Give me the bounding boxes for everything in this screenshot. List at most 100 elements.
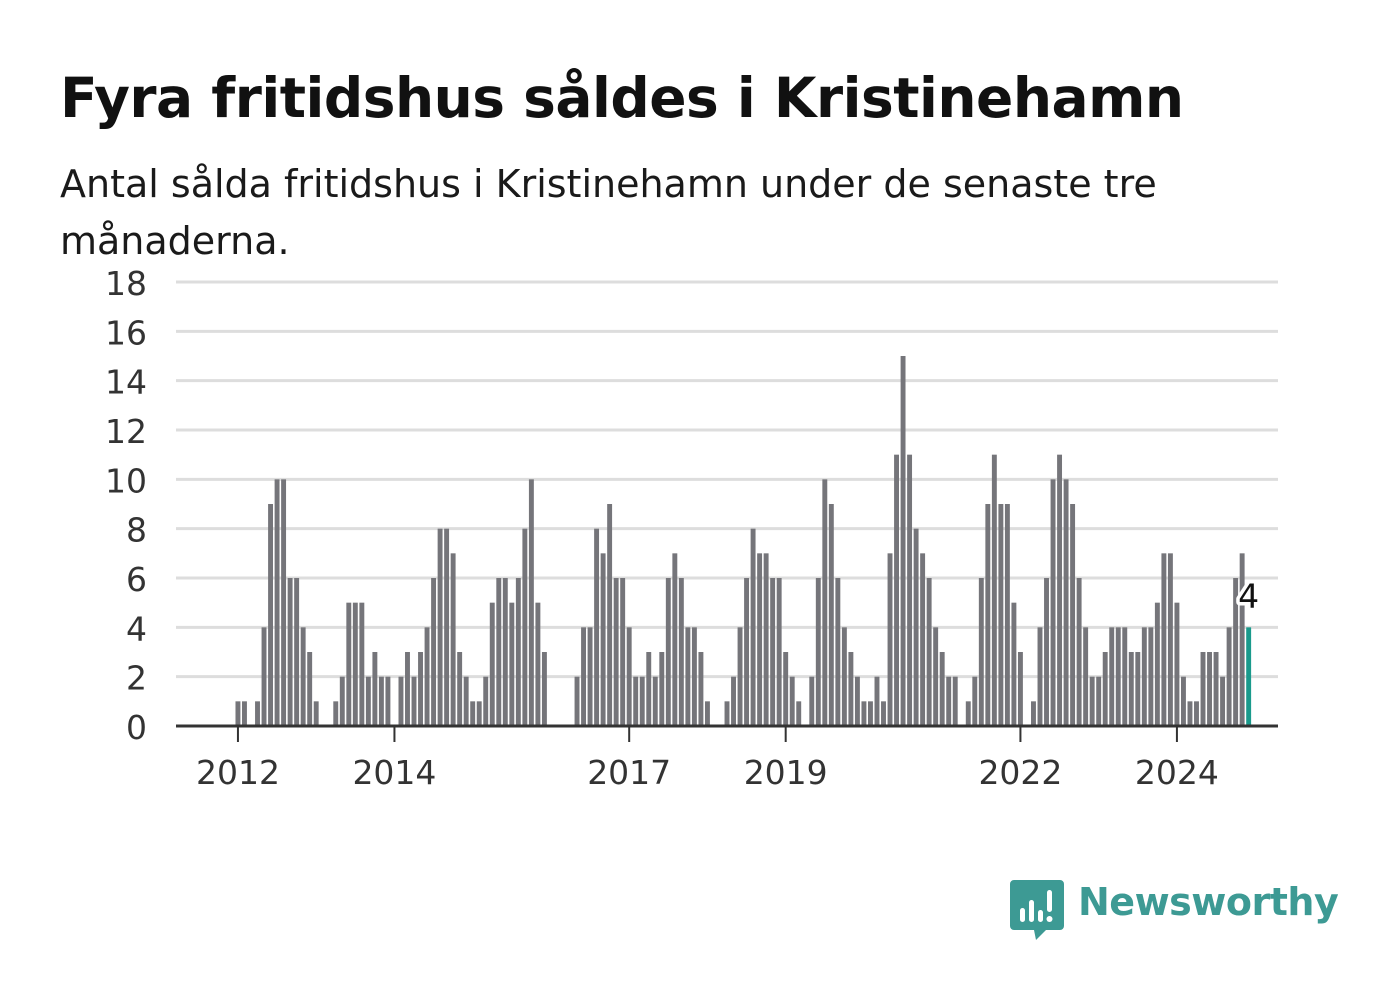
bar	[463, 676, 469, 726]
bar	[365, 676, 371, 726]
bar	[1070, 504, 1076, 726]
bar	[307, 652, 313, 726]
bar	[933, 627, 939, 726]
bar	[1148, 627, 1154, 726]
bar	[1050, 479, 1056, 726]
bar	[424, 627, 430, 726]
bar	[607, 504, 613, 726]
bar	[757, 553, 763, 726]
bar	[255, 701, 260, 726]
bar	[294, 578, 300, 726]
bar	[1102, 652, 1108, 726]
bar	[450, 553, 456, 726]
bar	[672, 553, 678, 726]
bar	[985, 504, 991, 726]
bar	[789, 676, 795, 726]
bar	[476, 701, 482, 726]
bar	[405, 652, 410, 726]
bar	[991, 454, 997, 726]
bar	[385, 676, 391, 726]
bar	[1096, 676, 1102, 726]
bar	[939, 652, 945, 726]
bar	[502, 578, 508, 726]
bar	[1174, 602, 1180, 726]
chart-subtitle: Antal sålda fritidshus i Kristinehamn un…	[60, 162, 1157, 263]
x-tick-label: 2019	[744, 753, 828, 792]
bar	[1076, 578, 1082, 726]
bar	[659, 652, 665, 726]
bar	[522, 528, 528, 726]
bar	[1167, 553, 1173, 726]
bar	[489, 602, 495, 726]
bar	[352, 602, 358, 726]
bar	[1115, 627, 1121, 726]
bar	[796, 701, 802, 726]
bar	[515, 578, 521, 726]
bar	[691, 627, 697, 726]
x-tick-label: 2017	[587, 753, 671, 792]
highlight-value-label: 4	[1238, 576, 1259, 615]
bar	[776, 578, 782, 726]
chart-title: Fyra fritidshus såldes i Kristinehamn	[60, 66, 1184, 130]
y-tick-label: 0	[126, 708, 147, 747]
x-tick-label: 2022	[978, 753, 1062, 792]
bar	[1004, 504, 1010, 726]
bar	[835, 578, 841, 726]
bar	[574, 676, 580, 726]
bar	[770, 578, 776, 726]
bar	[1011, 602, 1017, 726]
newsworthy-logo: Newsworthy	[1010, 878, 1340, 942]
bar	[887, 553, 893, 726]
bar	[822, 479, 828, 726]
bar	[841, 627, 847, 726]
bar	[600, 553, 606, 726]
bar	[946, 676, 952, 726]
bar	[685, 627, 691, 726]
bar	[920, 553, 926, 726]
bar	[1207, 652, 1212, 726]
bar	[652, 676, 658, 726]
bar	[998, 504, 1004, 726]
bar	[1233, 578, 1239, 726]
bar	[913, 528, 919, 726]
bar	[848, 652, 854, 726]
bar	[854, 676, 860, 726]
bar	[1037, 627, 1043, 726]
bar	[372, 652, 378, 726]
bar	[541, 652, 547, 726]
bar	[300, 627, 306, 726]
bar	[965, 701, 971, 726]
bar	[907, 454, 913, 726]
bar	[1122, 627, 1128, 726]
bar	[1083, 627, 1089, 726]
x-tick-label: 2024	[1135, 753, 1219, 792]
bar	[861, 701, 867, 726]
bar	[1141, 627, 1147, 726]
bar	[613, 578, 619, 726]
bar	[626, 627, 632, 726]
bar	[1109, 627, 1115, 726]
newsworthy-logo-icon	[1010, 880, 1064, 940]
bar	[646, 652, 652, 726]
bar	[874, 676, 880, 726]
bar	[894, 454, 899, 726]
brand-name: Newsworthy	[1078, 880, 1339, 924]
bar	[665, 578, 671, 726]
bar	[483, 676, 489, 726]
bar	[978, 578, 984, 726]
bar	[281, 479, 287, 726]
bar	[313, 701, 319, 726]
y-tick-label: 14	[105, 363, 147, 402]
bar	[724, 701, 730, 726]
bar	[704, 701, 710, 726]
bar	[1213, 652, 1219, 726]
bar	[274, 479, 280, 726]
bar	[587, 627, 593, 726]
bar	[444, 528, 450, 726]
bar	[398, 676, 404, 726]
bar	[926, 578, 932, 726]
bar	[952, 676, 958, 726]
bar	[1200, 652, 1206, 726]
bar	[509, 602, 515, 726]
